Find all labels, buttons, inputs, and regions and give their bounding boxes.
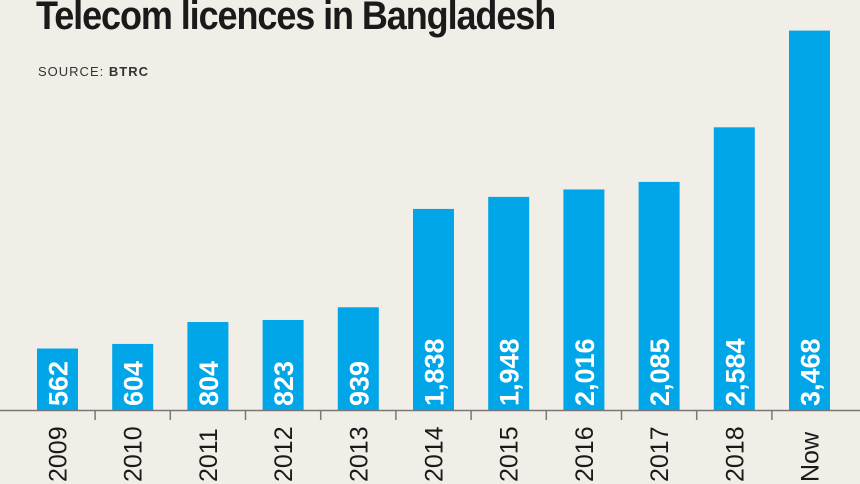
bar-2013	[337, 307, 379, 410]
source-label: SOURCE:	[38, 64, 105, 79]
value-label: 604	[119, 361, 149, 406]
source-line: SOURCE: BTRC	[38, 64, 149, 79]
bar-2018	[713, 127, 755, 411]
value-label: 1,838	[420, 338, 450, 406]
category-label: 2018	[721, 426, 749, 482]
category-label: 2017	[646, 426, 674, 482]
value-label: 3,468	[796, 338, 826, 406]
category-label: 2013	[345, 426, 373, 482]
x-ticks-group	[94, 410, 773, 420]
category-label: 2014	[421, 426, 449, 482]
source-value: BTRC	[108, 64, 149, 79]
bar-2015	[488, 196, 530, 410]
chart-title: Telecom licences in Bangladesh	[36, 0, 556, 38]
value-label: 2,016	[570, 338, 600, 406]
category-label: 2009	[45, 426, 73, 482]
bar-now	[789, 30, 830, 410]
value-label: 2,584	[720, 338, 750, 406]
category-label: 2015	[496, 426, 524, 482]
bar-2017	[638, 181, 680, 410]
category-label: 2010	[120, 426, 148, 482]
bar-2010	[112, 343, 154, 410]
bars-group	[37, 30, 830, 411]
value-label: 823	[269, 361, 299, 406]
category-label: 2011	[195, 428, 223, 482]
value-labels-group: 562 604 804 823 939 1,838 1,948 2,016 2,085 2,584…	[44, 338, 826, 406]
bar-2011	[187, 322, 229, 410]
bar-2009	[37, 348, 78, 410]
bar-2012	[262, 319, 304, 410]
value-label: 804	[194, 361, 224, 406]
category-label: 2016	[571, 426, 599, 482]
bar-2016	[563, 189, 605, 410]
value-label: 562	[44, 361, 74, 406]
bar-2014	[413, 208, 454, 410]
category-labels-group: 2009 2010 2011 2012 2013 2014 2015 2016 2017 2018…	[45, 426, 825, 482]
value-label: 1,948	[495, 338, 525, 406]
category-label: Now	[797, 431, 825, 482]
value-label: 939	[344, 361, 374, 406]
value-label: 2,085	[645, 338, 675, 406]
category-label: 2012	[270, 426, 298, 482]
